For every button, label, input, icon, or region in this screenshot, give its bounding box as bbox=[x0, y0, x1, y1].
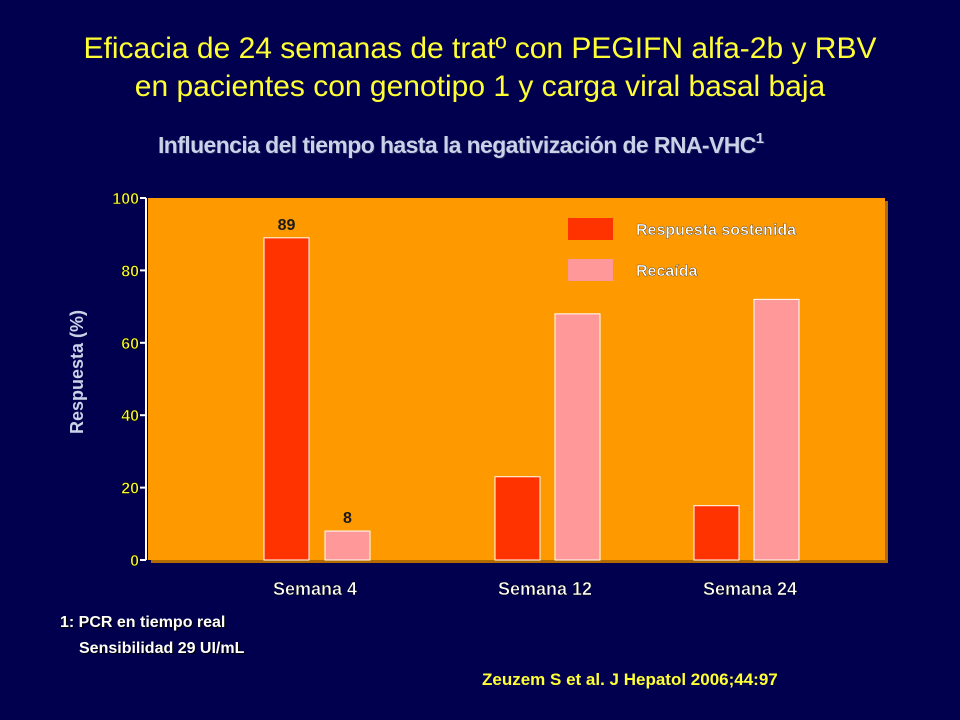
y-tick-label: 100 bbox=[112, 191, 139, 208]
bar-recaida bbox=[324, 530, 371, 561]
y-axis-label: Respuesta (%) bbox=[67, 310, 87, 434]
bar-recaida bbox=[753, 298, 800, 561]
y-tick-label: 40 bbox=[121, 408, 139, 425]
legend-swatch-recaida bbox=[568, 259, 613, 281]
footnote-line2: Sensibilidad 29 UI/mL bbox=[79, 640, 245, 657]
footnote: 1: PCR en tiempo real Sensibilidad 29 UI… bbox=[60, 610, 244, 662]
y-tick-label: 0 bbox=[130, 553, 139, 570]
chart-subtitle: Influencia del tiempo hasta la negativiz… bbox=[158, 130, 764, 159]
bar-recaida bbox=[554, 313, 601, 561]
y-tick-label: 20 bbox=[121, 481, 139, 498]
subtitle-footnote-marker: 1 bbox=[755, 130, 764, 147]
x-category-label: Semana 4 bbox=[273, 579, 357, 599]
footnote-line1: 1: PCR en tiempo real bbox=[60, 614, 226, 631]
data-label: 89 bbox=[278, 217, 296, 234]
citation: Zeuzem S et al. J Hepatol 2006;44:97 bbox=[482, 670, 778, 689]
legend-label: Recaída bbox=[636, 263, 697, 280]
legend-swatch-sostenida bbox=[568, 218, 613, 240]
legend-label: Respuesta sostenida bbox=[636, 222, 796, 239]
slide-title-line2: en pacientes con genotipo 1 y carga vira… bbox=[134, 70, 826, 103]
y-tick-label: 80 bbox=[121, 263, 139, 280]
x-category-label: Semana 24 bbox=[703, 579, 797, 599]
bar-sostenida bbox=[693, 505, 740, 561]
bar-sostenida bbox=[263, 237, 310, 561]
data-label: 8 bbox=[343, 510, 352, 527]
subtitle-text: Influencia del tiempo hasta la negativiz… bbox=[158, 132, 756, 158]
x-category-label: Semana 12 bbox=[498, 579, 592, 599]
bar-sostenida bbox=[494, 476, 541, 561]
slide-title-line1: Eficacia de 24 semanas de tratº con PEGI… bbox=[83, 32, 877, 65]
y-tick-label: 60 bbox=[121, 336, 139, 353]
